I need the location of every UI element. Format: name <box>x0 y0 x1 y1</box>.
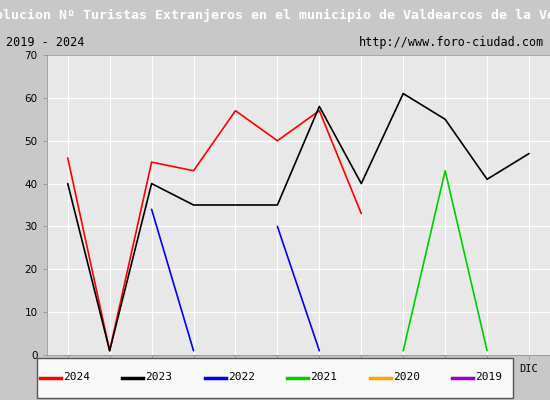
FancyBboxPatch shape <box>37 358 513 398</box>
Text: 2024: 2024 <box>63 372 90 382</box>
Text: Evolucion Nº Turistas Extranjeros en el municipio de Valdearcos de la Vega: Evolucion Nº Turistas Extranjeros en el … <box>0 8 550 22</box>
Text: 2022: 2022 <box>228 372 255 382</box>
Text: 2019 - 2024: 2019 - 2024 <box>6 36 84 49</box>
Text: 2020: 2020 <box>393 372 420 382</box>
Text: 2023: 2023 <box>145 372 173 382</box>
Text: http://www.foro-ciudad.com: http://www.foro-ciudad.com <box>359 36 544 49</box>
Text: 2019: 2019 <box>475 372 503 382</box>
Text: 2021: 2021 <box>310 372 338 382</box>
